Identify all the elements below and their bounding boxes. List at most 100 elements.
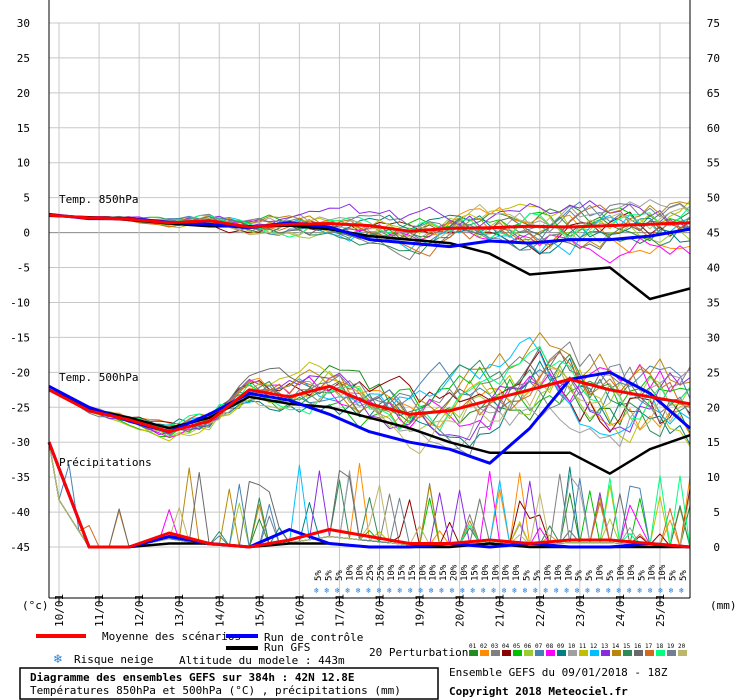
snow-risk-pct: 15% <box>397 564 407 581</box>
series-2-t500-line <box>48 388 691 475</box>
panel-label-t850: Temp. 850hPa <box>59 193 138 206</box>
snow-risk-pct: 5% <box>335 570 345 581</box>
main-series-lines <box>47 212 691 549</box>
snowflake-icon: ❄ <box>543 586 548 595</box>
snow-risk-pct: 10% <box>564 564 574 581</box>
snowflake-icon: ❄ <box>429 586 434 595</box>
y-tick-label-right: 65 <box>707 87 720 100</box>
perturbation-number: 10 <box>568 643 576 650</box>
snow-risk-pct: 10% <box>481 564 491 581</box>
snowflake-icon: ❄ <box>627 586 632 595</box>
perturbation-number: 20 <box>678 643 686 650</box>
grid-lines <box>49 22 690 598</box>
left-axis-unit: (°c) <box>22 599 49 612</box>
y-tick-label-right: 10 <box>707 471 720 484</box>
y-tick-label-right: 75 <box>707 17 720 30</box>
perturbation-number: 18 <box>656 643 664 650</box>
snow-risk-pct: 5% <box>585 570 595 581</box>
snowflake-icon: ❄ <box>491 586 496 595</box>
snow-risk-pct: 10% <box>460 564 470 581</box>
snow-risk-pct: 15% <box>470 564 480 581</box>
legend-mean: Moyenne des scénarios <box>102 630 241 643</box>
run-info: Ensemble GEFS du 09/01/2018 - 18Z <box>449 666 668 679</box>
title-box <box>19 667 439 700</box>
x-tick-label: 12/01 <box>133 594 146 627</box>
snowflake-icon: ❄ <box>606 586 611 595</box>
y-tick-label-right: 70 <box>707 52 720 65</box>
perturbation-swatch <box>491 650 500 656</box>
y-tick-label-left: -40 <box>10 506 30 519</box>
y-tick-label-left: 20 <box>17 87 30 100</box>
perturbation-number: 01 <box>469 643 477 650</box>
perturbation-number: 02 <box>480 643 488 650</box>
snowflake-icon: ❄ <box>335 586 340 595</box>
snow-risk-pct: 5% <box>324 570 334 581</box>
snow-risk-pct: 10% <box>502 564 512 581</box>
perturbation-swatch <box>557 650 566 656</box>
y-tick-label-right: 50 <box>707 192 720 205</box>
panel-label-t500: Temp. 500hPa <box>59 371 138 384</box>
legend-altitude: Altitude du modele : 443m <box>179 654 345 667</box>
snow-risk-pct: 5% <box>637 570 647 581</box>
y-tick-label-left: 0 <box>23 227 30 240</box>
snowflake-icon: ❄ <box>53 652 63 666</box>
x-tick-label: 10/01 <box>53 594 66 627</box>
snowflake-icon: ❄ <box>658 586 663 595</box>
snow-risk-pct: 10% <box>512 564 522 581</box>
y-tick-label-right: 15 <box>707 436 720 449</box>
snow-risk-pct: 10% <box>627 564 637 581</box>
snowflake-icon: ❄ <box>418 586 423 595</box>
snow-risk-pct: 5% <box>533 570 543 581</box>
snowflake-icon: ❄ <box>669 586 674 595</box>
x-tick-label: 18/01 <box>374 594 387 627</box>
snow-risk-pct: 5% <box>606 570 616 581</box>
snowflake-icon: ❄ <box>575 586 580 595</box>
x-tick-label: 15/01 <box>253 594 266 627</box>
snow-risk-pct: 5% <box>314 570 324 581</box>
y-tick-label-right: 60 <box>707 122 720 135</box>
snow-risk-pct: 5% <box>679 570 689 581</box>
snowflake-icon: ❄ <box>637 586 642 595</box>
y-tick-label-right: 35 <box>707 296 720 309</box>
perturbation-number: 03 <box>491 643 499 650</box>
perturbation-swatch <box>645 650 654 656</box>
snow-risk-pct: 15% <box>408 564 418 581</box>
snowflake-icon: ❄ <box>377 586 382 595</box>
perturbation-swatch <box>579 650 588 656</box>
perturbation-swatch <box>524 650 533 656</box>
legend: Moyenne des scénarios Run de contrôle Ru… <box>36 630 687 667</box>
perturbation-swatch <box>535 650 544 656</box>
snow-risk-pct: 10% <box>543 564 553 581</box>
panel-label-precip: Précipitations <box>59 456 152 469</box>
snowflake-icon: ❄ <box>345 586 350 595</box>
snowflake-icon: ❄ <box>450 586 455 595</box>
snowflake-icon: ❄ <box>460 586 465 595</box>
y-tick-label-right: 55 <box>707 157 720 170</box>
perturbation-swatch <box>568 650 577 656</box>
perturbation-swatch <box>601 650 610 656</box>
perturbation-number: 07 <box>535 643 543 650</box>
y-tick-label-left: -35 <box>10 471 30 484</box>
perturbation-swatch <box>469 650 478 656</box>
perturbation-number: 09 <box>557 643 565 650</box>
perturbation-swatch <box>678 650 687 656</box>
snow-risk-pct: 15% <box>439 564 449 581</box>
series-0-t850-line <box>48 213 691 233</box>
snowflake-icon: ❄ <box>585 586 590 595</box>
snowflake-icon: ❄ <box>533 586 538 595</box>
snow-risk-pct: 5% <box>523 570 533 581</box>
perturbation-number: 12 <box>590 643 598 650</box>
snowflake-icon: ❄ <box>554 586 559 595</box>
legend-control: Run de contrôle <box>264 631 363 644</box>
perturbation-swatch <box>634 650 643 656</box>
y-tick-label-left: -30 <box>10 436 30 449</box>
snowflake-icon: ❄ <box>387 586 392 595</box>
y-tick-label-right: 0 <box>713 541 720 554</box>
series-0-t500-line <box>48 377 691 434</box>
x-tick-label: 21/01 <box>494 594 507 627</box>
snowflake-icon: ❄ <box>512 586 517 595</box>
snow-risk-pct: 10% <box>345 564 355 581</box>
x-tick-label: 16/01 <box>293 594 306 627</box>
y-tick-label-left: 5 <box>23 192 30 205</box>
